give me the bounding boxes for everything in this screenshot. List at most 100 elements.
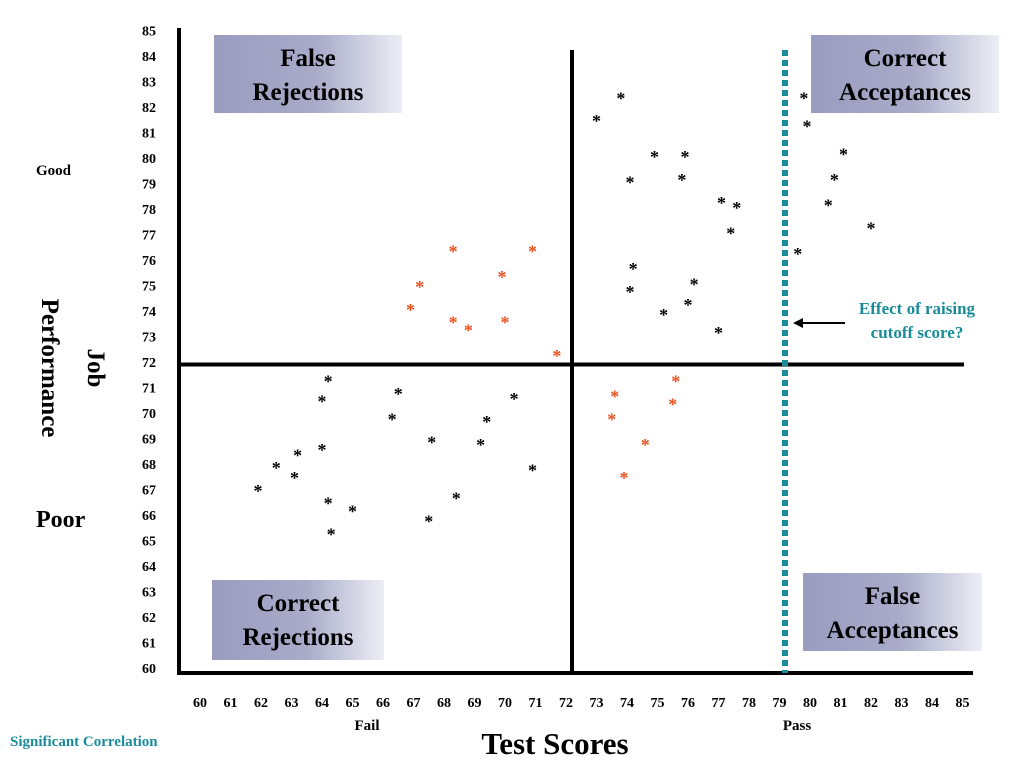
data-point: * [839,144,848,164]
y-tick-label: 64 [142,560,156,575]
x-tick-label: 71 [529,696,543,711]
data-point: * [452,489,461,509]
y-tick-labels: 60 61 62 63 64 65 66 67 68 69 70 71 72 73 74 75 76 77 78 79… [142,25,156,678]
data-point: * [668,394,677,414]
x-axis-title: Test Scores [481,726,628,761]
data-point: * [415,277,424,297]
data-point: * [799,88,808,108]
y-tick-label: 72 [142,356,156,371]
correct-acceptances-box-label: Correct [864,45,947,72]
data-point: * [793,244,802,264]
cutoff-lines [181,50,964,673]
data-point: * [714,323,723,343]
x-tick-label: 69 [468,696,482,711]
data-point: * [830,170,839,190]
y-tick-label: 81 [142,127,156,142]
false-acceptances-box-label: Acceptances [827,617,959,644]
correct-acceptances-box-label: Acceptances [839,79,971,106]
data-point: * [717,193,726,213]
data-point: * [501,313,510,333]
annotation-arrow [793,318,845,328]
x-tick-label: 61 [224,696,238,711]
data-point: * [680,147,689,167]
data-point: * [659,305,668,325]
x-tick-label: 75 [651,696,665,711]
y-tick-label: 62 [142,611,156,626]
data-point: * [610,387,619,407]
x-tick-label: 76 [681,696,695,711]
data-point: * [677,170,686,190]
data-point: * [318,392,327,412]
x-tick-labels: 60 61 62 63 64 65 66 67 68 69 70 71 72 73 74 75 76 77 78 79… [193,696,970,711]
data-point: * [671,371,680,391]
x-tick-label: 60 [193,696,207,711]
false-rejections-box [214,35,402,113]
data-point: * [641,435,650,455]
data-point: * [650,147,659,167]
data-point: * [464,320,473,340]
data-point: * [607,410,616,430]
axes [177,28,973,675]
data-point: * [290,468,299,488]
x-tick-label: 65 [346,696,360,711]
data-point: * [476,435,485,455]
data-point: * [406,300,415,320]
data-point: * [684,295,693,315]
x-pass-label: Pass [783,718,812,734]
y-tick-label: 75 [142,280,156,295]
x-tick-label: 78 [742,696,756,711]
data-point: * [552,346,561,366]
x-tick-label: 84 [925,696,939,711]
false-rejections-box-label: False [280,45,336,72]
data-point: * [327,524,336,544]
correct-rejections-box [212,580,384,660]
y-tick-label: 66 [142,509,156,524]
data-point: * [726,223,735,243]
y-tick-label: 68 [142,458,156,473]
data-point: * [482,412,491,432]
data-point: * [592,111,601,131]
data-point: * [510,389,519,409]
data-point: * [427,433,436,453]
data-point: * [528,461,537,481]
data-point: * [449,241,458,261]
correct-rejections-box-label: Correct [257,590,340,617]
false-acceptances-box [803,573,982,651]
data-point: * [348,501,357,521]
x-tick-label: 64 [315,696,329,711]
data-point: * [318,440,327,460]
y-tick-label: 63 [142,586,156,601]
y-tick-label: 84 [142,50,156,65]
y-tick-label: 61 [142,637,156,652]
data-point: * [626,172,635,192]
y-tick-label: 83 [142,76,156,91]
data-point: * [388,410,397,430]
data-point: * [272,458,281,478]
correct-rejections-box-label: Rejections [242,624,353,651]
y-poor-label: Poor [36,507,86,533]
y-axis-title-line2: Performance [36,299,63,438]
data-point: * [324,371,333,391]
y-tick-label: 70 [142,407,156,422]
y-axis-title: Job Performance [36,299,109,438]
y-tick-label: 65 [142,535,156,550]
x-tick-label: 68 [437,696,451,711]
x-tick-label: 67 [407,696,421,711]
x-tick-label: 79 [773,696,787,711]
y-tick-label: 85 [142,25,156,40]
false-acceptances-box-label: False [865,583,921,610]
data-point: * [626,282,635,302]
x-tick-label: 80 [803,696,817,711]
data-point: * [629,259,638,279]
data-point: * [253,481,262,501]
y-tick-label: 71 [142,382,156,397]
x-tick-label: 66 [376,696,390,711]
data-point: * [324,494,333,514]
data-point: * [497,267,506,287]
y-tick-label: 60 [142,662,156,677]
data-point: * [619,468,628,488]
x-tick-label: 82 [864,696,878,711]
x-tick-label: 77 [712,696,726,711]
correct-acceptances-box [811,35,999,113]
y-good-label: Good [36,163,72,179]
